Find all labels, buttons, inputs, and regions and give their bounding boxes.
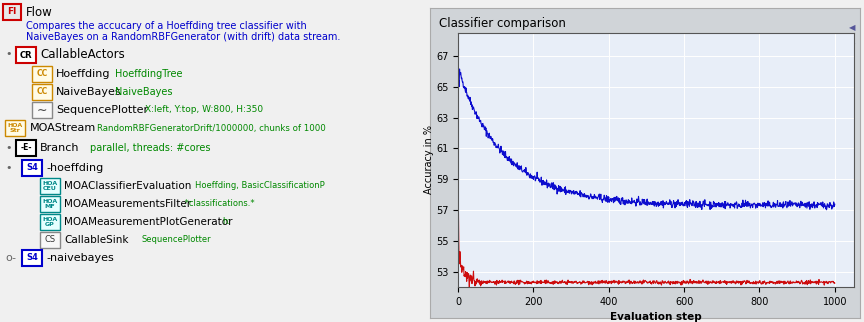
Text: Fl: Fl [8, 7, 16, 16]
Bar [40, 196, 60, 212]
Y-axis label: Accuracy in %: Accuracy in % [424, 125, 435, 194]
Bar [32, 66, 52, 82]
Text: CC: CC [36, 88, 48, 97]
Text: SequencePlotter: SequencePlotter [56, 105, 148, 115]
Text: CallableActors: CallableActors [40, 49, 124, 62]
Text: Classifier comparison: Classifier comparison [439, 17, 565, 30]
Text: NaiveBayes: NaiveBayes [115, 87, 173, 97]
Text: MOAMeasurementsFilter: MOAMeasurementsFilter [64, 199, 191, 209]
Text: SequencePlotter: SequencePlotter [141, 235, 211, 244]
Bar [22, 250, 42, 266]
Text: •: • [5, 143, 11, 153]
Bar [32, 102, 52, 118]
Text: S4: S4 [26, 253, 38, 262]
Text: X:left, Y:top, W:800, H:350: X:left, Y:top, W:800, H:350 [145, 106, 264, 115]
Text: CC: CC [36, 70, 48, 79]
Bar [22, 160, 42, 176]
Text: CallableSink: CallableSink [64, 235, 129, 245]
Bar [3, 4, 21, 20]
Text: ▶: ▶ [849, 39, 855, 48]
Text: RandomRBFGeneratorDrift/1000000, chunks of 1000: RandomRBFGeneratorDrift/1000000, chunks … [97, 124, 326, 132]
Text: Flow: Flow [26, 6, 53, 20]
Text: Hoeffding, BasicClassificationP: Hoeffding, BasicClassificationP [195, 182, 325, 191]
Text: ∼: ∼ [37, 103, 48, 117]
Text: HOA
CEU: HOA CEU [42, 181, 58, 191]
Text: NaiveBayes: NaiveBayes [56, 87, 122, 97]
Text: HOA
MF: HOA MF [42, 199, 58, 209]
Text: Hoeffding: Hoeffding [56, 69, 111, 79]
Bar [40, 214, 60, 230]
Text: CS: CS [44, 235, 55, 244]
Bar [32, 84, 52, 100]
Text: MOAClassifierEvaluation: MOAClassifierEvaluation [64, 181, 192, 191]
Text: Compares the accucary of a Hoeffding tree classifier with: Compares the accucary of a Hoeffding tre… [26, 21, 307, 31]
Text: S4: S4 [26, 164, 38, 173]
Text: Branch: Branch [40, 143, 79, 153]
Text: •: • [5, 163, 11, 173]
Text: HoeffdingTree: HoeffdingTree [115, 69, 182, 79]
Text: -E-: -E- [20, 144, 32, 153]
Bar [40, 178, 60, 194]
Text: .*classifications.*: .*classifications.* [182, 200, 255, 209]
Text: NaiveBayes on a RandomRBFGenerator (with drift) data stream.: NaiveBayes on a RandomRBFGenerator (with… [26, 32, 340, 42]
Text: MOAStream: MOAStream [30, 123, 96, 133]
Bar [16, 140, 36, 156]
Bar [40, 232, 60, 248]
Text: -naivebayes: -naivebayes [46, 253, 114, 263]
Text: o-: o- [5, 253, 16, 263]
Text: h:: h: [222, 217, 231, 226]
Bar [5, 120, 25, 136]
Text: MOAMeasurementPlotGenerator: MOAMeasurementPlotGenerator [64, 217, 232, 227]
Bar [16, 47, 36, 63]
Text: CR: CR [20, 51, 32, 60]
Text: ◀: ◀ [849, 24, 855, 33]
Text: parallel, threads: #cores: parallel, threads: #cores [90, 143, 211, 153]
Text: •: • [5, 49, 11, 59]
Text: HOA
Str: HOA Str [8, 123, 22, 133]
X-axis label: Evaluation step: Evaluation step [610, 312, 702, 322]
Text: -hoeffding: -hoeffding [46, 163, 104, 173]
Text: HOA
GP: HOA GP [42, 217, 58, 227]
